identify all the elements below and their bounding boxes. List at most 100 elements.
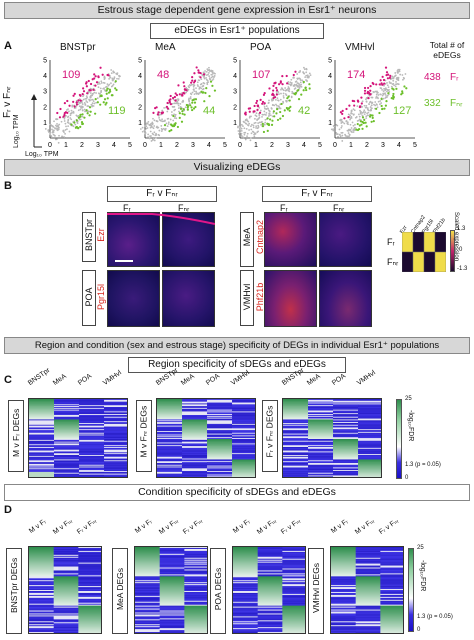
- heatmap-cell: [257, 619, 283, 621]
- gene-point: [195, 92, 198, 95]
- heatmap-cell: [29, 470, 55, 472]
- x-tick-label: 5: [318, 142, 322, 149]
- heatmap-cell: [358, 450, 381, 452]
- gene-point: [213, 74, 216, 77]
- heatmap-cell: [79, 448, 105, 450]
- gene-point: [254, 133, 256, 135]
- heatmap-cell: [29, 612, 54, 614]
- heatmap-cell: [233, 582, 258, 584]
- heatmap-cell: [159, 563, 185, 565]
- heatmap-cell: [29, 403, 55, 405]
- heatmap-cell: [331, 607, 356, 609]
- heatmap-cell: [157, 449, 183, 451]
- gene-point: [207, 73, 209, 76]
- heatmap-cell: [355, 552, 381, 555]
- heatmap-cell: [331, 606, 356, 608]
- heatmap-cell: [358, 442, 381, 444]
- heatmap-cell: [380, 573, 403, 575]
- heatmap-cell: [78, 618, 101, 620]
- heatmap-cell: [232, 464, 255, 466]
- gene-point: [365, 100, 368, 103]
- heatmap-cell: [333, 422, 359, 424]
- heatmap-cell: [29, 423, 55, 426]
- heatmap-cell: [232, 415, 255, 418]
- heatmap-cell: [233, 558, 258, 561]
- heatmap-cell: [283, 470, 309, 472]
- heatmap-cell: [308, 430, 334, 432]
- heatmap-cell: [232, 476, 255, 477]
- heatmap-cell: [233, 548, 258, 551]
- heatmap-cell: [135, 592, 160, 595]
- gene-point: [305, 71, 308, 74]
- panel-d-heatmap-0: [28, 546, 102, 634]
- heatmap-cell: [29, 476, 55, 477]
- heatmap-cell: [184, 582, 207, 584]
- heatmap-cell: [184, 560, 207, 562]
- heatmap-cell: [283, 416, 309, 418]
- heatmap-cell: [135, 590, 160, 592]
- heatmap-cell: [54, 443, 80, 445]
- heatmap-cell: [207, 415, 233, 417]
- heatmap-cell: [53, 547, 79, 550]
- heatmap-cell: [232, 413, 255, 415]
- heatmap-cell: [79, 420, 105, 422]
- fnr-edeg-point: [179, 107, 183, 110]
- heatmap-cell: [29, 454, 55, 456]
- heatmap-cell: [283, 441, 309, 443]
- x-tick-label: 1: [254, 142, 258, 149]
- fr-edeg-point: [79, 99, 82, 102]
- heatmap-cell: [79, 450, 105, 452]
- gene-point: [169, 118, 172, 121]
- heatmap-cell: [283, 423, 309, 425]
- heatmap-cell: [53, 601, 79, 604]
- heatmap-cell: [257, 581, 283, 583]
- gene-point: [365, 104, 368, 107]
- heatmap-cell: [54, 426, 80, 428]
- heatmap-cell: [78, 583, 101, 585]
- fnr-edeg-point: [178, 116, 181, 119]
- heatmap-cell: [79, 431, 105, 433]
- heatmap-cell: [233, 623, 258, 625]
- heatmap-cell: [79, 410, 105, 412]
- panel-c-row-box: [262, 400, 278, 472]
- heatmap-cell: [358, 408, 381, 410]
- fnr-edeg-point: [103, 98, 107, 101]
- heatmap-cell: [308, 458, 334, 460]
- heatmap-cell: [104, 476, 127, 477]
- fnr-edeg-point: [369, 115, 372, 118]
- heatmap-cell: [355, 576, 381, 578]
- heatmap-cell: [157, 446, 183, 448]
- heatmap-cell: [207, 469, 233, 471]
- heatmap-cell: [233, 594, 258, 597]
- heatmap-cell: [283, 438, 309, 440]
- fnr-edeg-point: [279, 117, 282, 120]
- heatmap-cell: [29, 580, 54, 582]
- heatmap-cell: [282, 624, 305, 626]
- heatmap-cell: [233, 573, 258, 575]
- up-count-label: 174: [347, 69, 365, 81]
- heatmap-cell: [53, 610, 79, 612]
- heatmap-cell: [159, 606, 185, 608]
- heatmap-cell: [333, 476, 359, 477]
- heatmap-cell: [380, 602, 403, 605]
- up-count-label: 48: [157, 69, 169, 81]
- heatmap-cell: [358, 464, 381, 466]
- heatmap-cell: [233, 572, 258, 574]
- heatmap-cell: [308, 444, 334, 446]
- heatmap-cell: [232, 420, 255, 422]
- heatmap-cell: [358, 405, 381, 407]
- heatmap-cell: [29, 568, 54, 570]
- heatmap-cell: [29, 463, 55, 466]
- fnr-edeg-point: [181, 112, 184, 115]
- gene-point: [396, 78, 399, 81]
- heatmap-cell: [380, 618, 403, 620]
- gene-point: [53, 134, 56, 137]
- heatmap-cell: [53, 580, 79, 582]
- heatmap-cell: [29, 553, 54, 556]
- gene-point: [87, 105, 90, 108]
- heatmap-cell: [207, 472, 233, 474]
- heatmap-cell: [331, 595, 356, 598]
- heatmap-cell: [257, 603, 283, 605]
- fnr-edeg-point: [174, 122, 177, 125]
- heatmap-cell: [54, 425, 80, 427]
